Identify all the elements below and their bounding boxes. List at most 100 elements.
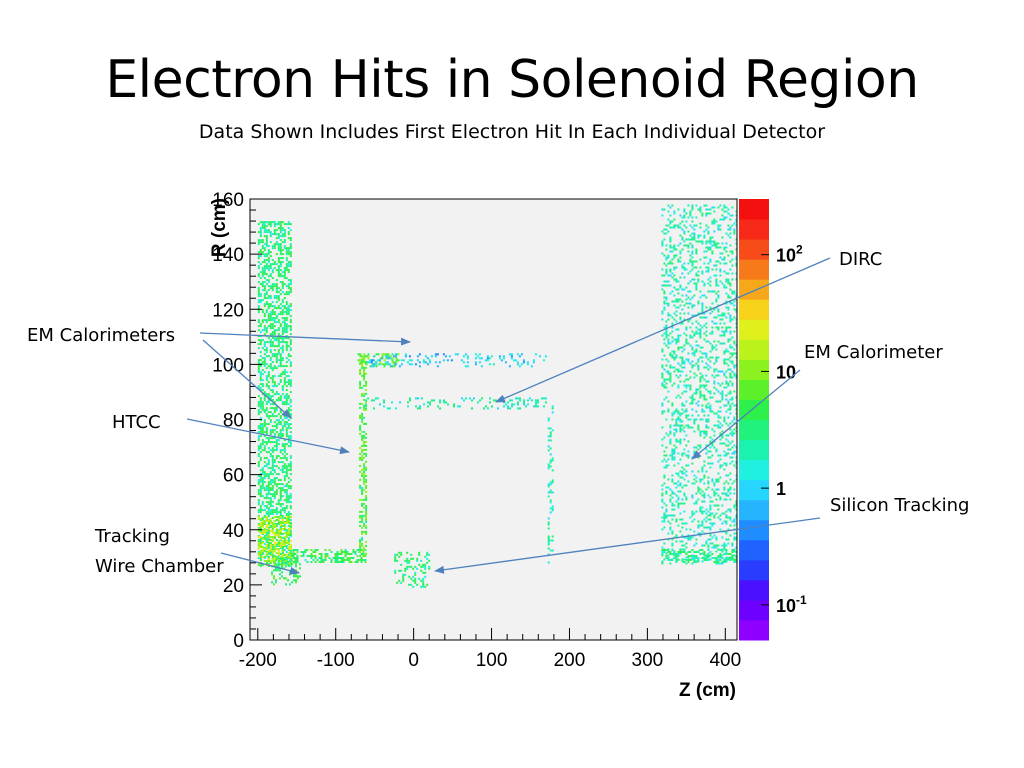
hit-cell bbox=[478, 361, 481, 364]
hit-cell bbox=[378, 363, 381, 366]
hit-cell bbox=[703, 294, 706, 297]
hit-cell bbox=[687, 358, 690, 361]
hit-cell bbox=[430, 355, 433, 358]
hit-cell bbox=[715, 244, 718, 247]
hit-cell bbox=[261, 373, 264, 376]
hit-cell bbox=[526, 361, 529, 364]
hit-cell bbox=[701, 494, 704, 497]
hit-cell bbox=[259, 389, 262, 392]
hit-cell bbox=[677, 410, 680, 413]
hit-cell bbox=[735, 214, 738, 217]
hit-cell bbox=[263, 345, 266, 348]
hit-cell bbox=[263, 261, 266, 264]
hit-cell bbox=[257, 509, 260, 512]
hit-cell bbox=[285, 365, 288, 368]
hit-cell bbox=[713, 316, 716, 319]
hit-cell bbox=[677, 224, 680, 227]
hit-cell bbox=[719, 218, 722, 221]
colorbar-band bbox=[739, 499, 769, 521]
hit-cell bbox=[365, 408, 368, 411]
hit-cell bbox=[346, 559, 349, 561]
hit-cell bbox=[677, 340, 680, 343]
hit-cell bbox=[283, 275, 286, 278]
hit-cell bbox=[273, 542, 276, 544]
hit-cell bbox=[279, 399, 282, 402]
hit-cell bbox=[271, 463, 274, 466]
hit-cell bbox=[263, 461, 266, 464]
hit-cell bbox=[294, 553, 297, 555]
hit-cell bbox=[289, 365, 292, 368]
hit-cell bbox=[707, 549, 710, 551]
hit-cell bbox=[287, 557, 289, 560]
hit-cell bbox=[269, 241, 272, 244]
hit-cell bbox=[267, 259, 270, 262]
hit-cell bbox=[679, 490, 682, 493]
hit-cell bbox=[265, 265, 268, 268]
hit-cell bbox=[386, 355, 389, 358]
hit-cell bbox=[287, 532, 290, 534]
hit-cell bbox=[414, 565, 417, 568]
hit-cell bbox=[269, 255, 272, 258]
hit-cell bbox=[705, 330, 708, 333]
hit-cell bbox=[719, 562, 722, 565]
hit-cell bbox=[381, 355, 384, 358]
hit-cell bbox=[267, 371, 270, 374]
hit-cell bbox=[547, 517, 550, 520]
hit-cell bbox=[283, 297, 286, 300]
hit-cell bbox=[693, 236, 696, 239]
hit-cell bbox=[418, 577, 421, 580]
hit-cell bbox=[360, 557, 363, 559]
hit-cell bbox=[358, 549, 361, 551]
hit-cell bbox=[709, 306, 712, 309]
hit-cell bbox=[707, 248, 710, 251]
hit-cell bbox=[418, 365, 421, 368]
hit-cell bbox=[271, 337, 274, 340]
hit-cell bbox=[267, 229, 270, 232]
hit-cell bbox=[277, 313, 280, 316]
hit-cell bbox=[717, 460, 720, 463]
hit-cell bbox=[679, 284, 682, 287]
hit-cell bbox=[257, 493, 260, 496]
hit-cell bbox=[361, 357, 364, 360]
hit-cell bbox=[271, 233, 274, 236]
hit-cell bbox=[428, 361, 431, 364]
hit-cell bbox=[365, 400, 368, 403]
hit-cell bbox=[681, 358, 684, 361]
hit-cell bbox=[261, 409, 264, 412]
hit-cell bbox=[265, 562, 268, 564]
hit-cell bbox=[481, 397, 483, 400]
hit-cell bbox=[265, 493, 268, 496]
hit-cell bbox=[273, 534, 276, 536]
hit-cell bbox=[273, 558, 276, 560]
hit-cell bbox=[295, 573, 297, 576]
hit-cell bbox=[691, 549, 694, 551]
hit-cell bbox=[701, 410, 704, 413]
hit-cell bbox=[289, 457, 292, 460]
hit-cell bbox=[279, 289, 282, 292]
hit-cell bbox=[275, 493, 278, 496]
hit-cell bbox=[263, 423, 266, 426]
hit-cell bbox=[689, 214, 692, 217]
hit-cell bbox=[673, 554, 676, 557]
hit-cell bbox=[691, 208, 694, 211]
colorbar-tick-label: 10-1 bbox=[776, 593, 807, 616]
hit-cell bbox=[693, 452, 696, 455]
hit-cell bbox=[687, 414, 690, 417]
hit-cell bbox=[673, 266, 676, 269]
hit-cell bbox=[705, 406, 708, 409]
hit-cell bbox=[683, 522, 686, 525]
hit-cell bbox=[719, 422, 722, 425]
colorbar-band bbox=[739, 319, 769, 340]
hit-cell bbox=[547, 491, 550, 494]
hit-cell bbox=[287, 337, 290, 340]
hit-cell bbox=[735, 508, 738, 511]
hit-cell bbox=[283, 365, 286, 368]
hit-cell bbox=[715, 282, 718, 285]
hit-cell bbox=[683, 366, 686, 369]
hit-cell bbox=[330, 561, 333, 563]
hit-cell bbox=[365, 552, 368, 555]
hit-cell bbox=[265, 520, 268, 522]
hit-cell bbox=[687, 384, 690, 387]
hit-cell bbox=[685, 414, 688, 417]
hit-cell bbox=[271, 283, 274, 286]
